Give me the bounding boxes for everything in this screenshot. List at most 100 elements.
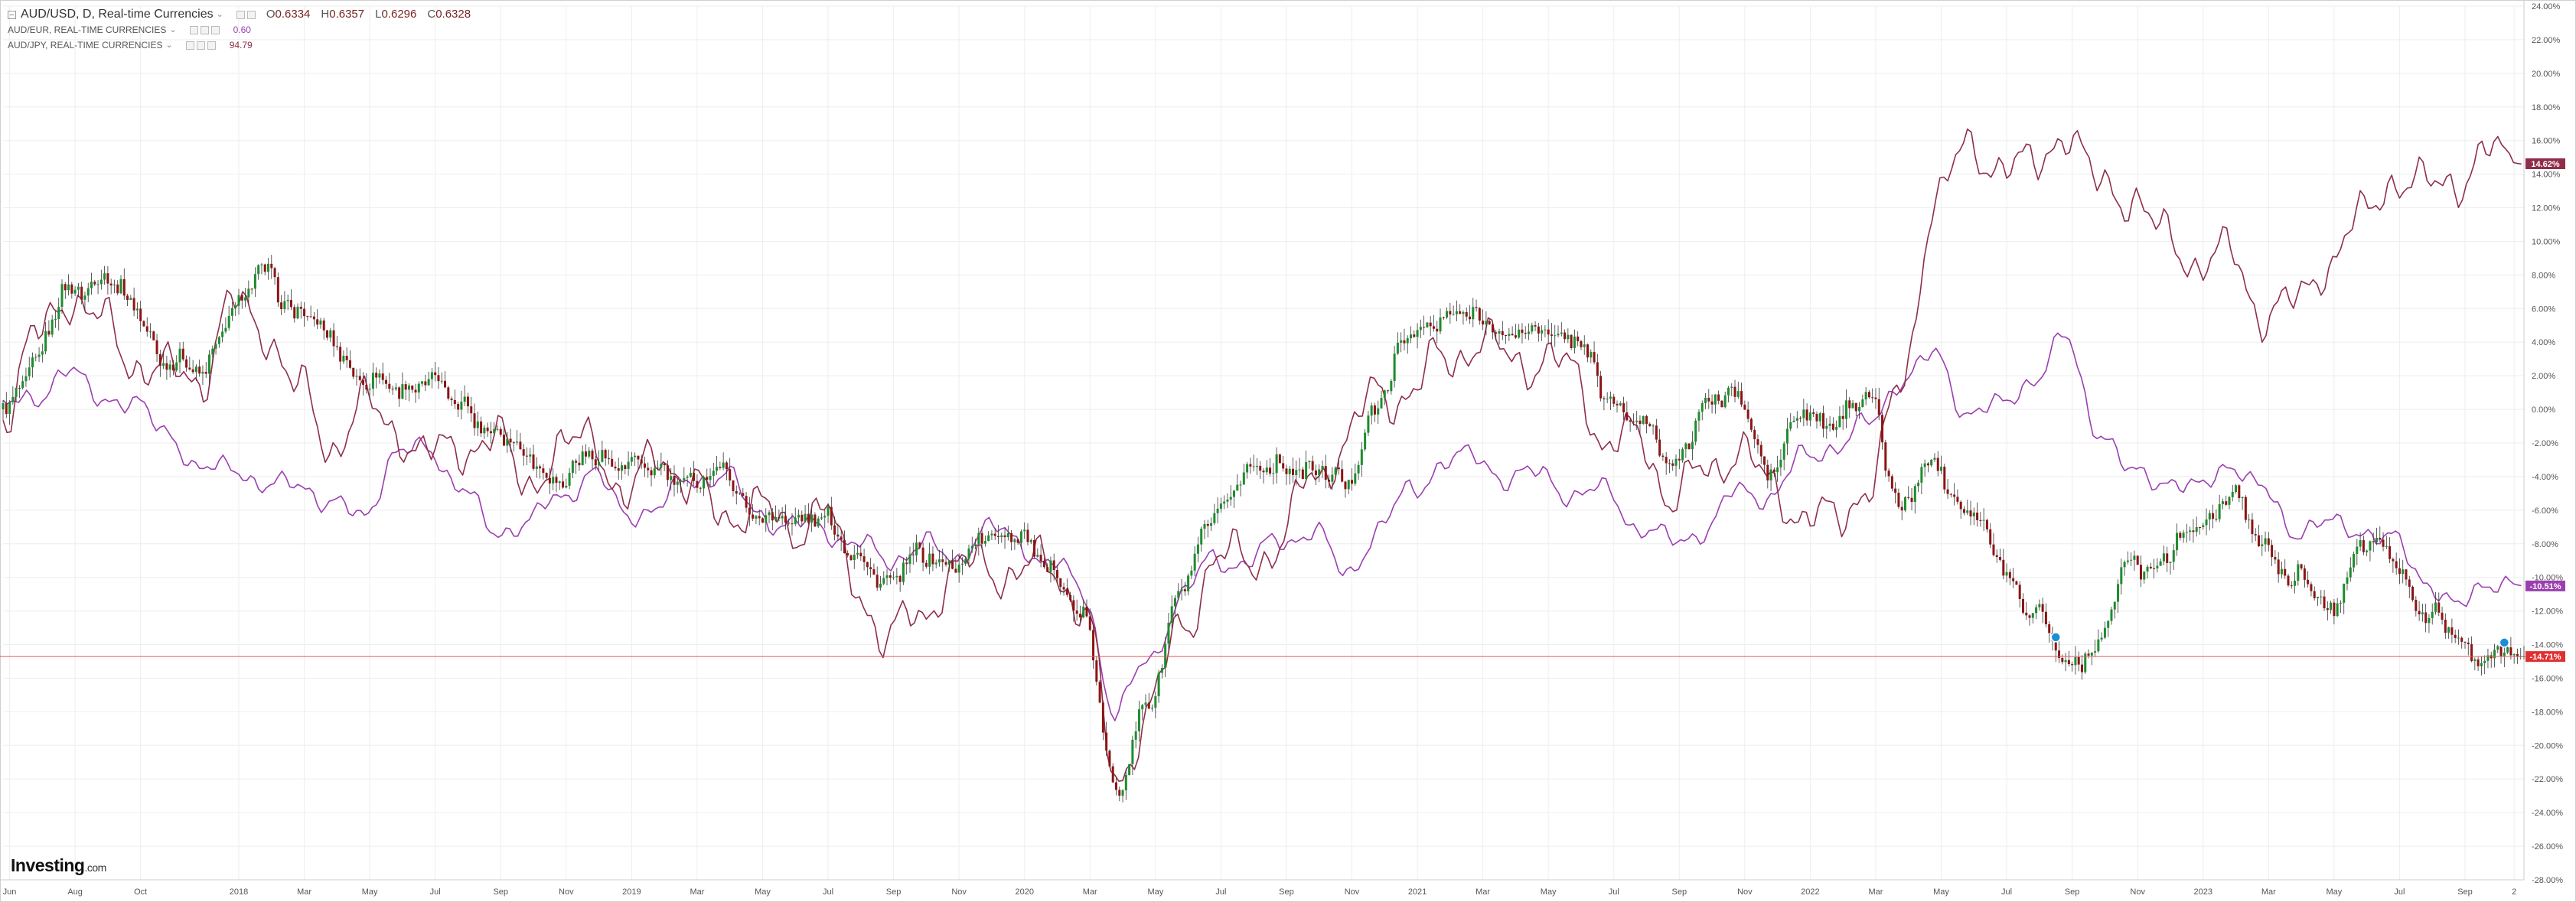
x-tick-label: May [2326,887,2342,897]
candle-body [709,476,712,480]
x-tick-label: Mar [2261,887,2276,897]
candle-body [1668,463,1671,464]
candle-body [2434,602,2437,612]
candle-body [650,470,653,476]
candle-body [2179,532,2182,538]
candle-body [660,463,663,468]
candle-body [568,473,571,486]
candle-body [371,373,374,389]
main-series-title[interactable]: AUD/USD, D, Real-time Currencies [21,8,214,21]
candle-body [2228,497,2231,505]
candle-body [2503,652,2506,656]
candle-body [2457,637,2460,639]
collapse-icon[interactable]: − [8,10,16,19]
candle-body [1367,415,1370,433]
series-line-aud-jpy[interactable] [2,128,2522,782]
candle-body [1236,484,1239,491]
chevron-down-icon[interactable]: ⌄ [169,25,177,34]
candle-body [1121,790,1124,796]
candle-body [2336,603,2339,617]
candle-body [725,462,728,470]
event-marker-icon[interactable] [2050,632,2062,643]
candle-body [862,556,866,562]
candle-body [2330,602,2333,611]
candle-body [1655,425,1658,440]
series-line-aud-eur[interactable] [2,332,2522,721]
candle-body [1331,474,1334,482]
candle-body [244,297,247,301]
candle-body [15,387,18,397]
candle-body [588,451,591,457]
candle-body [1577,336,1580,342]
candle-body [1661,455,1665,458]
jpy-series-name[interactable]: AUD/JPY, REAL-TIME CURRENCIES [8,40,163,50]
candle-body [1095,660,1098,682]
candle-body [1717,394,1720,401]
candle-body [509,438,512,443]
eye-icon[interactable] [189,25,198,34]
candle-body [1137,709,1140,731]
candle-body [987,535,990,542]
candle-body [565,485,568,488]
settings-icon[interactable] [196,41,205,50]
candle-body [1802,409,1805,418]
close-value: C0.6328 [427,8,471,21]
candle-body [135,308,139,311]
candle-body [28,367,31,376]
candle-body [1265,467,1268,473]
candle-body [1838,415,1841,428]
candle-body [37,354,41,357]
settings-icon[interactable] [200,25,209,34]
settings-icon[interactable] [246,10,256,19]
candle-body [496,428,499,430]
candle-body [1894,488,1897,493]
end-value-label-bg [2525,158,2565,169]
y-tick-label: -16.00% [2532,674,2563,683]
candle-body [1966,510,1969,513]
candle-body [221,331,224,337]
candle-body [1229,497,1232,500]
chevron-down-icon[interactable]: ⌄ [216,10,223,19]
candle-body [689,472,692,477]
candle-body [86,288,90,296]
candle-body [1723,395,1727,408]
candle-body [1088,616,1091,630]
candle-body [1625,412,1629,421]
candle-body [2139,565,2142,580]
close-icon[interactable] [207,41,216,50]
candle-body [552,477,555,484]
close-icon[interactable] [210,25,220,34]
candle-body [2437,602,2441,613]
event-marker-icon[interactable] [2499,637,2510,648]
candle-body [1727,387,1730,396]
candle-body [1956,497,1959,502]
x-tick-label: 2 [2512,887,2516,897]
candle-body [2077,656,2080,665]
chevron-down-icon[interactable]: ⌄ [165,41,173,50]
candle-body [1426,322,1429,328]
candle-body [1969,510,1972,517]
candle-body [866,562,869,568]
candle-body [2028,615,2031,618]
candle-body [2326,608,2329,611]
candle-body [2025,612,2028,616]
x-tick-label: May [362,887,378,897]
eye-icon[interactable] [236,10,245,19]
candle-body [2486,655,2490,661]
eur-series-name[interactable]: AUD/EUR, REAL-TIME CURRENCIES [8,24,167,35]
candle-body [1101,702,1104,733]
candle-body [1700,402,1704,412]
candle-body [41,351,44,355]
candle-body [1000,535,1003,538]
candle-body [680,480,683,482]
candle-body [1344,481,1347,490]
candle-body [2418,611,2421,615]
candle-body [139,308,142,321]
candle-body [2470,644,2473,662]
candle-body [1203,523,1206,529]
high-value: H0.6357 [321,8,365,21]
candle-body [109,283,112,286]
candle-body [951,561,954,569]
eye-icon[interactable] [185,41,194,50]
